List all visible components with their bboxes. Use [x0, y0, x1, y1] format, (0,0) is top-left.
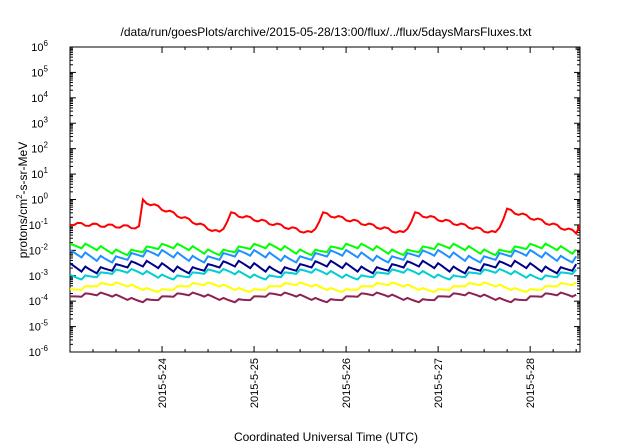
y-tick-label: 10-3 [29, 268, 49, 283]
y-label-main: protons/cm [16, 199, 30, 258]
x-axis-label: Coordinated Universal Time (UTC) [234, 430, 418, 444]
y-tick-label: 10-6 [29, 344, 49, 359]
y-tick-label: 10-2 [29, 242, 49, 257]
series-layer [70, 197, 580, 304]
y-tick-label: 104 [31, 90, 48, 105]
series-line-1 [70, 197, 580, 236]
y-tick-label: 103 [31, 115, 48, 130]
x-tick-label: 2015-5-25 [249, 358, 261, 408]
series-line-7 [70, 291, 577, 304]
y-tick-label: 10-5 [29, 319, 49, 334]
series-line-6 [70, 281, 577, 294]
y-label-sup: 2 [15, 194, 24, 199]
plot-area [69, 46, 581, 353]
series-line-3 [70, 248, 578, 264]
series-line-5 [70, 267, 577, 281]
y-tick-label: 106 [31, 39, 48, 54]
y-axis-label: protons/cm2-s-sr-MeV [15, 142, 30, 258]
y-tick-label: 100 [31, 192, 48, 207]
x-tick-label: 2015-5-28 [525, 358, 537, 408]
x-tick-label: 2015-5-26 [341, 358, 353, 408]
series-line-2 [70, 242, 577, 257]
chart-title: /data/run/goesPlots/archive/2015-05-28/1… [121, 25, 533, 39]
y-tick-label: 10-1 [29, 217, 49, 232]
x-axis: 2015-5-24 2015-5-25 2015-5-26 2015-5-27 2015… [92, 47, 577, 408]
y-label-rest: -s-sr-MeV [16, 142, 30, 195]
y-tick-label: 102 [31, 141, 48, 156]
x-tick-label: 2015-5-27 [433, 358, 445, 408]
y-tick-label: 101 [31, 166, 48, 181]
y-tick-label: 10-4 [29, 293, 49, 308]
y-tick-label: 105 [31, 64, 48, 79]
y-axis: 10-6 10-5 10-4 10-3 10-2 10-1 100 101 102 103 104 1… [29, 39, 580, 359]
x-tick-label: 2015-5-24 [157, 358, 169, 408]
series-line-4 [70, 259, 578, 275]
